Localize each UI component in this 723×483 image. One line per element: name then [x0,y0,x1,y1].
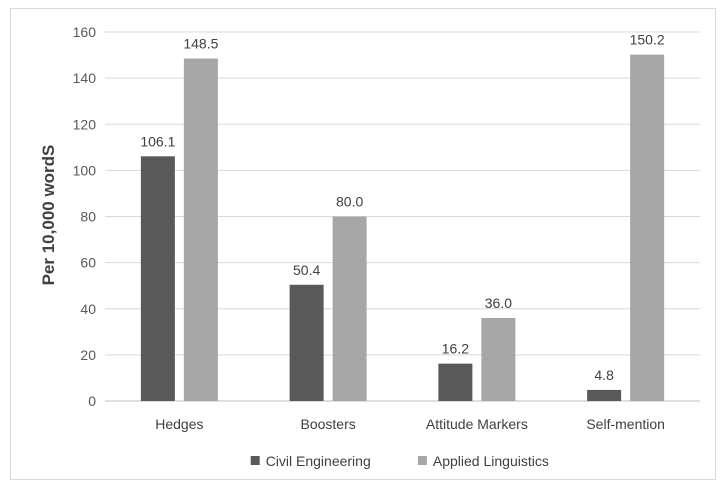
bar [630,54,665,401]
data-label: 16.2 [442,341,469,357]
bar [183,58,218,401]
y-tick-label: 140 [73,70,97,86]
x-tick-label: Boosters [301,416,356,432]
data-label: 36.0 [485,295,512,311]
data-label: 106.1 [140,133,175,149]
legend: Civil Engineering Applied Linguistics [250,453,549,469]
bar [587,389,622,401]
x-tick-label: Attitude Markers [426,416,528,432]
y-tick-label: 80 [80,209,96,225]
bar [289,284,324,401]
x-axis-categories: Hedges Boosters Attitude Markers Self-menti… [155,416,665,432]
data-label: 80.0 [336,194,363,210]
y-tick-label: 40 [80,301,96,317]
legend-label: Applied Linguistics [433,453,549,469]
y-axis-ticks: 0 20 40 60 80 100 120 140 160 [73,24,97,409]
y-tick-label: 20 [80,347,96,363]
data-labels: 106.1 148.5 50.4 80.0 16.2 36.0 4.8 150.2 [140,32,664,383]
x-tick-label: Hedges [155,416,203,432]
bar [438,363,473,401]
x-tick-label: Self-mention [586,416,665,432]
bars [140,54,665,401]
y-tick-label: 60 [80,255,96,271]
bar [140,156,175,401]
data-label: 4.8 [594,367,614,383]
data-label: 150.2 [630,32,665,48]
y-axis-label: Per 10,000 wordS [39,145,58,286]
y-tick-label: 100 [73,162,97,178]
data-label: 50.4 [293,262,320,278]
y-tick-label: 160 [73,24,97,40]
bar [332,216,367,401]
legend-swatch [250,456,260,465]
legend-label: Civil Engineering [266,453,371,469]
data-label: 148.5 [183,36,218,52]
y-tick-label: 0 [88,393,96,409]
y-tick-label: 120 [73,116,97,132]
bar [481,317,516,401]
legend-swatch [417,456,427,465]
